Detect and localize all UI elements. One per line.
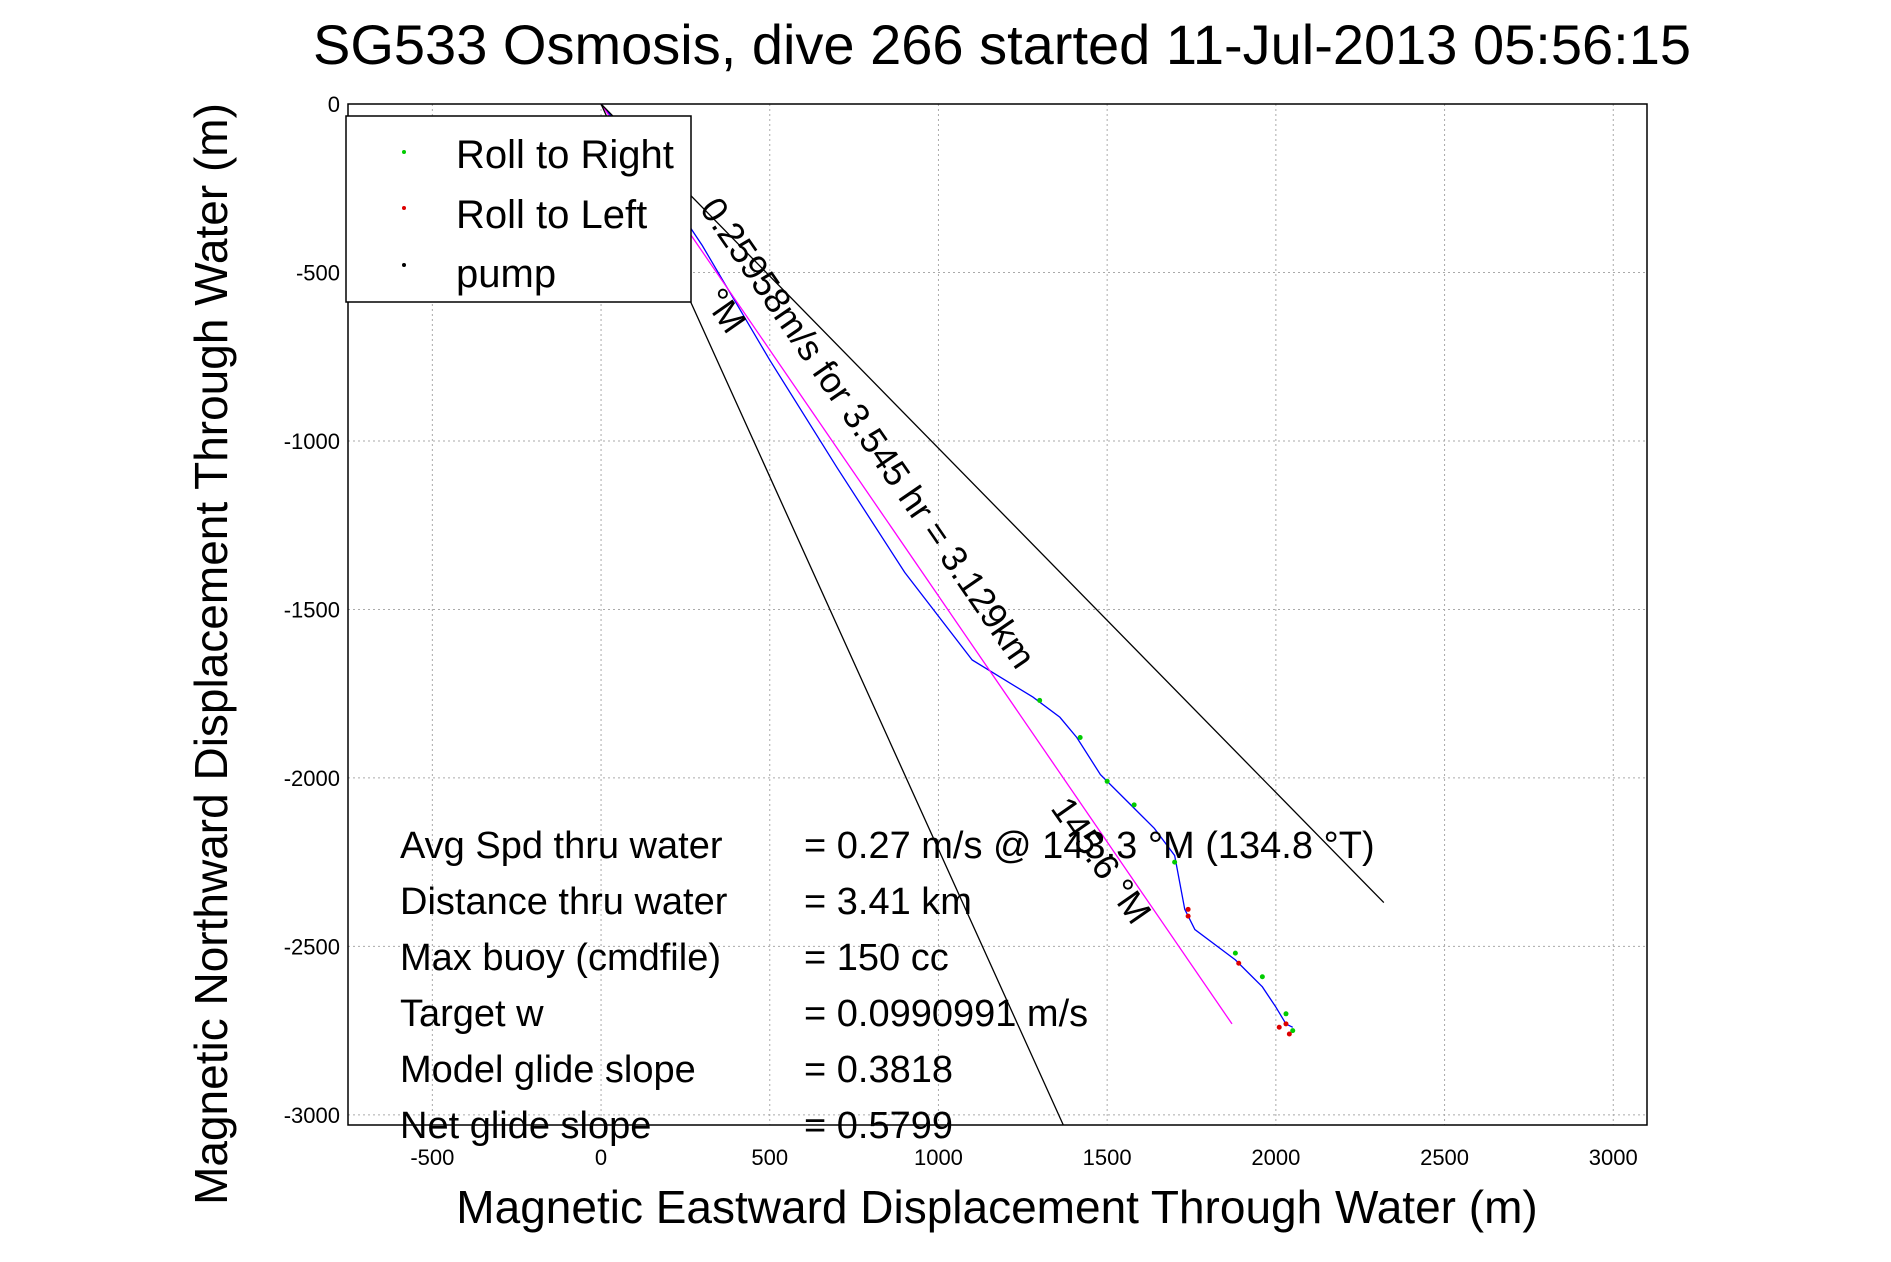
x-axis-label: Magnetic Eastward Displacement Through W… bbox=[456, 1181, 1537, 1233]
legend-marker-pump bbox=[402, 263, 406, 267]
series-line bbox=[600, 103, 1294, 1028]
x-tick-label: 0 bbox=[595, 1145, 607, 1170]
stat-value: = 150 cc bbox=[804, 937, 949, 979]
y-tick-label: -1500 bbox=[284, 597, 340, 622]
stat-value: = 0.5799 bbox=[804, 1105, 953, 1147]
y-tick-label: 0 bbox=[328, 92, 340, 117]
y-tick-labels: 0 -500 -1000 -1500 -2000 -2500 -3000 bbox=[284, 92, 340, 1128]
x-tick-label: 3000 bbox=[1589, 1145, 1638, 1170]
series-line bbox=[600, 103, 1233, 1025]
y-tick-label: -1000 bbox=[284, 429, 340, 454]
y-axis-label: Magnetic Northward Displacement Through … bbox=[185, 103, 237, 1205]
stat-value: = 0.3818 bbox=[804, 1049, 953, 1091]
data-point bbox=[1104, 778, 1110, 784]
data-point bbox=[1232, 950, 1238, 956]
y-tick-label: -3000 bbox=[284, 1103, 340, 1128]
plot-area-frame bbox=[347, 103, 1648, 1126]
data-point bbox=[1290, 1028, 1296, 1034]
data-point bbox=[1131, 802, 1137, 808]
stat-label: Target w bbox=[400, 993, 544, 1035]
x-tick-label: 1000 bbox=[914, 1145, 963, 1170]
y-tick-label: -2500 bbox=[284, 934, 340, 959]
data-point bbox=[1185, 913, 1191, 919]
series-line bbox=[600, 103, 1385, 904]
stat-label: Avg Spd thru water bbox=[400, 825, 723, 867]
data-point bbox=[1283, 1021, 1289, 1027]
stat-label: Net glide slope bbox=[400, 1105, 651, 1147]
data-point bbox=[1185, 906, 1191, 912]
chart-title: SG533 Osmosis, dive 266 started 11-Jul-2… bbox=[313, 13, 1691, 76]
y-tick-label: -2000 bbox=[284, 766, 340, 791]
data-point bbox=[1077, 734, 1083, 740]
track-annotation: 0.25958m/s for 3.545 hr = 3.129km bbox=[692, 190, 1044, 676]
data-point bbox=[1236, 960, 1242, 966]
stat-value: = 0.27 m/s @ 143.3 °M (134.8 °T) bbox=[804, 825, 1375, 867]
data-point bbox=[1259, 974, 1265, 980]
stat-label: Distance thru water bbox=[400, 881, 728, 923]
data-point bbox=[1286, 1031, 1292, 1037]
data-point bbox=[1276, 1024, 1282, 1030]
x-tick-label: 500 bbox=[751, 1145, 788, 1170]
legend-marker-roll-left bbox=[402, 206, 406, 210]
x-tick-label: 2000 bbox=[1251, 1145, 1300, 1170]
legend-label-roll-left: Roll to Left bbox=[456, 193, 647, 237]
x-tick-label: 2500 bbox=[1420, 1145, 1469, 1170]
data-point bbox=[1172, 859, 1178, 865]
x-tick-label: 1500 bbox=[1083, 1145, 1132, 1170]
legend-label-roll-right: Roll to Right bbox=[456, 133, 674, 177]
y-tick-label: -500 bbox=[296, 260, 340, 285]
data-point bbox=[1283, 1011, 1289, 1017]
legend-label-pump: pump bbox=[456, 252, 556, 296]
stats-block: Avg Spd thru water = 0.27 m/s @ 143.3 °M… bbox=[400, 825, 1375, 1147]
stat-label: Max buoy (cmdfile) bbox=[400, 937, 721, 979]
stat-label: Model glide slope bbox=[400, 1049, 696, 1091]
legend: Roll to Right Roll to Left pump bbox=[345, 115, 692, 303]
x-tick-labels: -500 0 500 1000 1500 2000 2500 3000 bbox=[410, 1145, 1637, 1170]
data-point bbox=[1037, 697, 1043, 703]
legend-marker-roll-right bbox=[402, 150, 406, 154]
stat-value: = 0.0990991 m/s bbox=[804, 993, 1088, 1035]
x-tick-label: -500 bbox=[410, 1145, 454, 1170]
stat-value: = 3.41 km bbox=[804, 881, 972, 923]
marker-layer bbox=[1037, 697, 1296, 1037]
